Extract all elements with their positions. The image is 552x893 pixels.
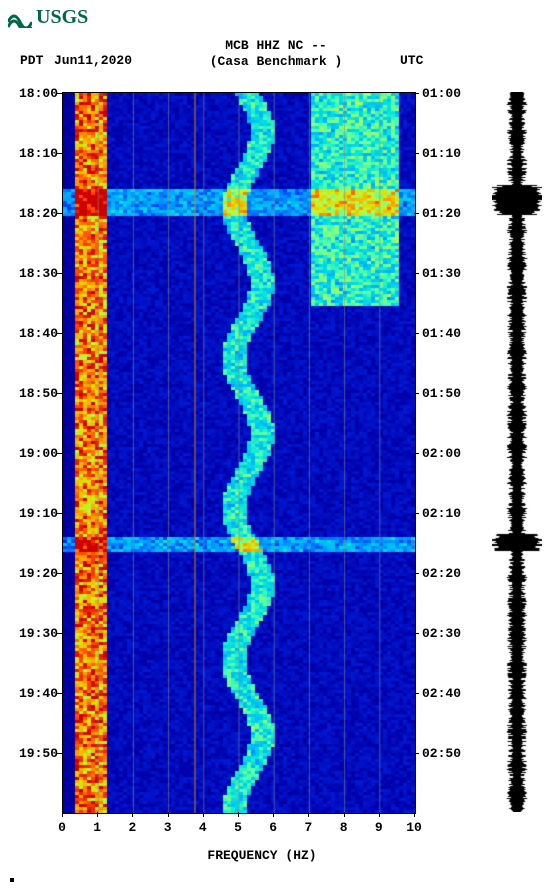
x-axis-label: FREQUENCY (HZ)	[162, 848, 362, 863]
ytick-right: 02:20	[422, 566, 461, 581]
xtick: 5	[228, 820, 248, 835]
ytick-left: 18:50	[12, 386, 58, 401]
left-timezone: PDT	[20, 53, 43, 68]
ytick-right: 01:40	[422, 326, 461, 341]
ytick-left: 19:10	[12, 506, 58, 521]
usgs-logo: USGS	[8, 6, 88, 29]
ytick-right: 02:10	[422, 506, 461, 521]
xtick: 6	[263, 820, 283, 835]
ytick-left: 19:40	[12, 686, 58, 701]
usgs-text: USGS	[36, 6, 88, 29]
ytick-right: 01:30	[422, 266, 461, 281]
right-timezone: UTC	[400, 53, 423, 68]
ytick-right: 01:10	[422, 146, 461, 161]
ytick-left: 18:20	[12, 206, 58, 221]
xtick: 1	[87, 820, 107, 835]
ytick-right: 01:00	[422, 86, 461, 101]
ytick-right: 02:30	[422, 626, 461, 641]
waveform-plot	[492, 92, 542, 817]
xtick: 7	[298, 820, 318, 835]
spectrogram-plot	[62, 92, 416, 814]
corner-dot	[10, 878, 14, 882]
xtick: 8	[334, 820, 354, 835]
xtick: 3	[158, 820, 178, 835]
ytick-left: 18:00	[12, 86, 58, 101]
ytick-right: 02:40	[422, 686, 461, 701]
ytick-left: 18:40	[12, 326, 58, 341]
date-label: Jun11,2020	[54, 53, 132, 68]
ytick-left: 19:30	[12, 626, 58, 641]
xtick: 2	[122, 820, 142, 835]
ytick-right: 02:00	[422, 446, 461, 461]
ytick-right: 01:20	[422, 206, 461, 221]
xtick: 4	[193, 820, 213, 835]
usgs-wave-icon	[8, 8, 32, 28]
ytick-left: 18:10	[12, 146, 58, 161]
spectrogram-canvas	[63, 93, 415, 813]
xtick: 0	[52, 820, 72, 835]
ytick-left: 18:30	[12, 266, 58, 281]
ytick-left: 19:00	[12, 446, 58, 461]
xtick: 10	[404, 820, 424, 835]
waveform-canvas	[492, 92, 542, 812]
xtick: 9	[369, 820, 389, 835]
ytick-left: 19:50	[12, 746, 58, 761]
ytick-right: 01:50	[422, 386, 461, 401]
ytick-left: 19:20	[12, 566, 58, 581]
ytick-right: 02:50	[422, 746, 461, 761]
station-line: MCB HHZ NC --	[0, 38, 552, 54]
